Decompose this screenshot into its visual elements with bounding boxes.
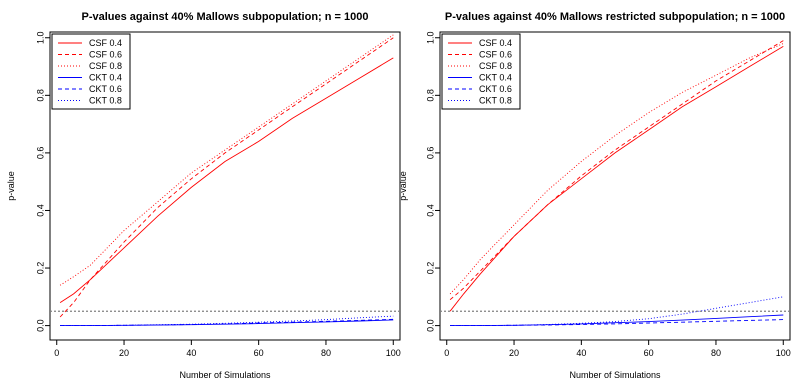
right-series-ckt-0-8	[450, 296, 784, 327]
right-y-tick-label: 0.4	[425, 204, 435, 217]
left-y-tick-label: 0.8	[35, 89, 45, 102]
left-y-axis-label: p-value	[6, 171, 16, 201]
left-x-tick-label: 100	[386, 348, 401, 358]
left-legend-label: CKT 0.8	[89, 96, 122, 106]
right-legend-label: CKT 0.8	[479, 96, 512, 106]
right-x-tick-label: 60	[644, 348, 654, 358]
right-legend-box	[441, 33, 521, 110]
right-y-tick-label: 0.0	[425, 319, 435, 332]
right-chart-title: P-values against 40% Mallows restricted …	[445, 11, 785, 23]
left-y-tick-label: 0.4	[35, 204, 45, 217]
left-legend-label: CKT 0.4	[89, 73, 122, 83]
left-chart-panel: P-values against 40% Mallows subpopulati…	[6, 11, 401, 380]
right-y-tick-label: 1.0	[425, 31, 435, 44]
right-legend-label: CKT 0.6	[479, 84, 512, 94]
left-x-tick-label: 0	[54, 348, 59, 358]
left-series	[59, 34, 394, 327]
right-legend-label: CKT 0.4	[479, 73, 512, 83]
left-x-axis-label: Number of Simulations	[179, 370, 271, 380]
right-y-tick-label: 0.2	[425, 262, 435, 275]
left-legend-label: CKT 0.6	[89, 84, 122, 94]
right-x-tick-label: 100	[776, 348, 791, 358]
left-y-tick-label: 1.0	[35, 31, 45, 44]
left-y-tick-label: 0.0	[35, 319, 45, 332]
left-series-csf-0-6	[59, 37, 394, 318]
left-ticks: 0 20 40 60 80 100 0.0 0.2 0.4 0.6 0.8 1.0	[35, 31, 400, 358]
right-x-axis-label: Number of Simulations	[569, 370, 661, 380]
right-legend-label: CSF 0.4	[479, 38, 512, 48]
left-chart-title: P-values against 40% Mallows subpopulati…	[82, 11, 369, 23]
left-x-tick-label: 40	[186, 348, 196, 358]
right-series-ckt-0-6	[450, 319, 784, 327]
left-x-tick-label: 20	[119, 348, 129, 358]
right-x-tick-label: 80	[711, 348, 721, 358]
left-legend-label: CSF 0.4	[89, 38, 122, 48]
right-series-csf-0-8	[449, 43, 784, 295]
right-y-tick-label: 0.6	[425, 147, 435, 160]
left-series-ckt-0-8	[60, 315, 394, 327]
right-chart-panel: P-values against 40% Mallows restricted …	[398, 11, 791, 380]
right-series-ckt-0-4	[450, 314, 784, 327]
left-plot-area	[49, 31, 401, 341]
right-x-tick-label: 40	[576, 348, 586, 358]
right-y-tick-label: 0.8	[425, 89, 435, 102]
left-x-tick-label: 80	[321, 348, 331, 358]
left-legend-label: CSF 0.8	[89, 61, 122, 71]
right-series	[449, 40, 784, 327]
right-plot-area	[439, 31, 791, 341]
right-y-axis-label: p-value	[398, 171, 408, 201]
left-x-tick-label: 60	[254, 348, 264, 358]
left-series-csf-0-4	[59, 57, 394, 303]
left-legend-box	[51, 33, 131, 110]
left-legend-label: CSF 0.6	[89, 50, 122, 60]
right-legend-label: CSF 0.6	[479, 50, 512, 60]
right-series-csf-0-6	[449, 40, 784, 301]
left-y-tick-label: 0.6	[35, 147, 45, 160]
right-x-tick-label: 20	[509, 348, 519, 358]
right-legend-label: CSF 0.8	[479, 61, 512, 71]
right-series-csf-0-4	[449, 46, 784, 312]
left-y-tick-label: 0.2	[35, 262, 45, 275]
right-x-tick-label: 0	[444, 348, 449, 358]
right-ticks: 0 20 40 60 80 100 0.0 0.2 0.4 0.6 0.8 1.0	[425, 31, 790, 358]
left-series-ckt-0-6	[60, 318, 394, 327]
